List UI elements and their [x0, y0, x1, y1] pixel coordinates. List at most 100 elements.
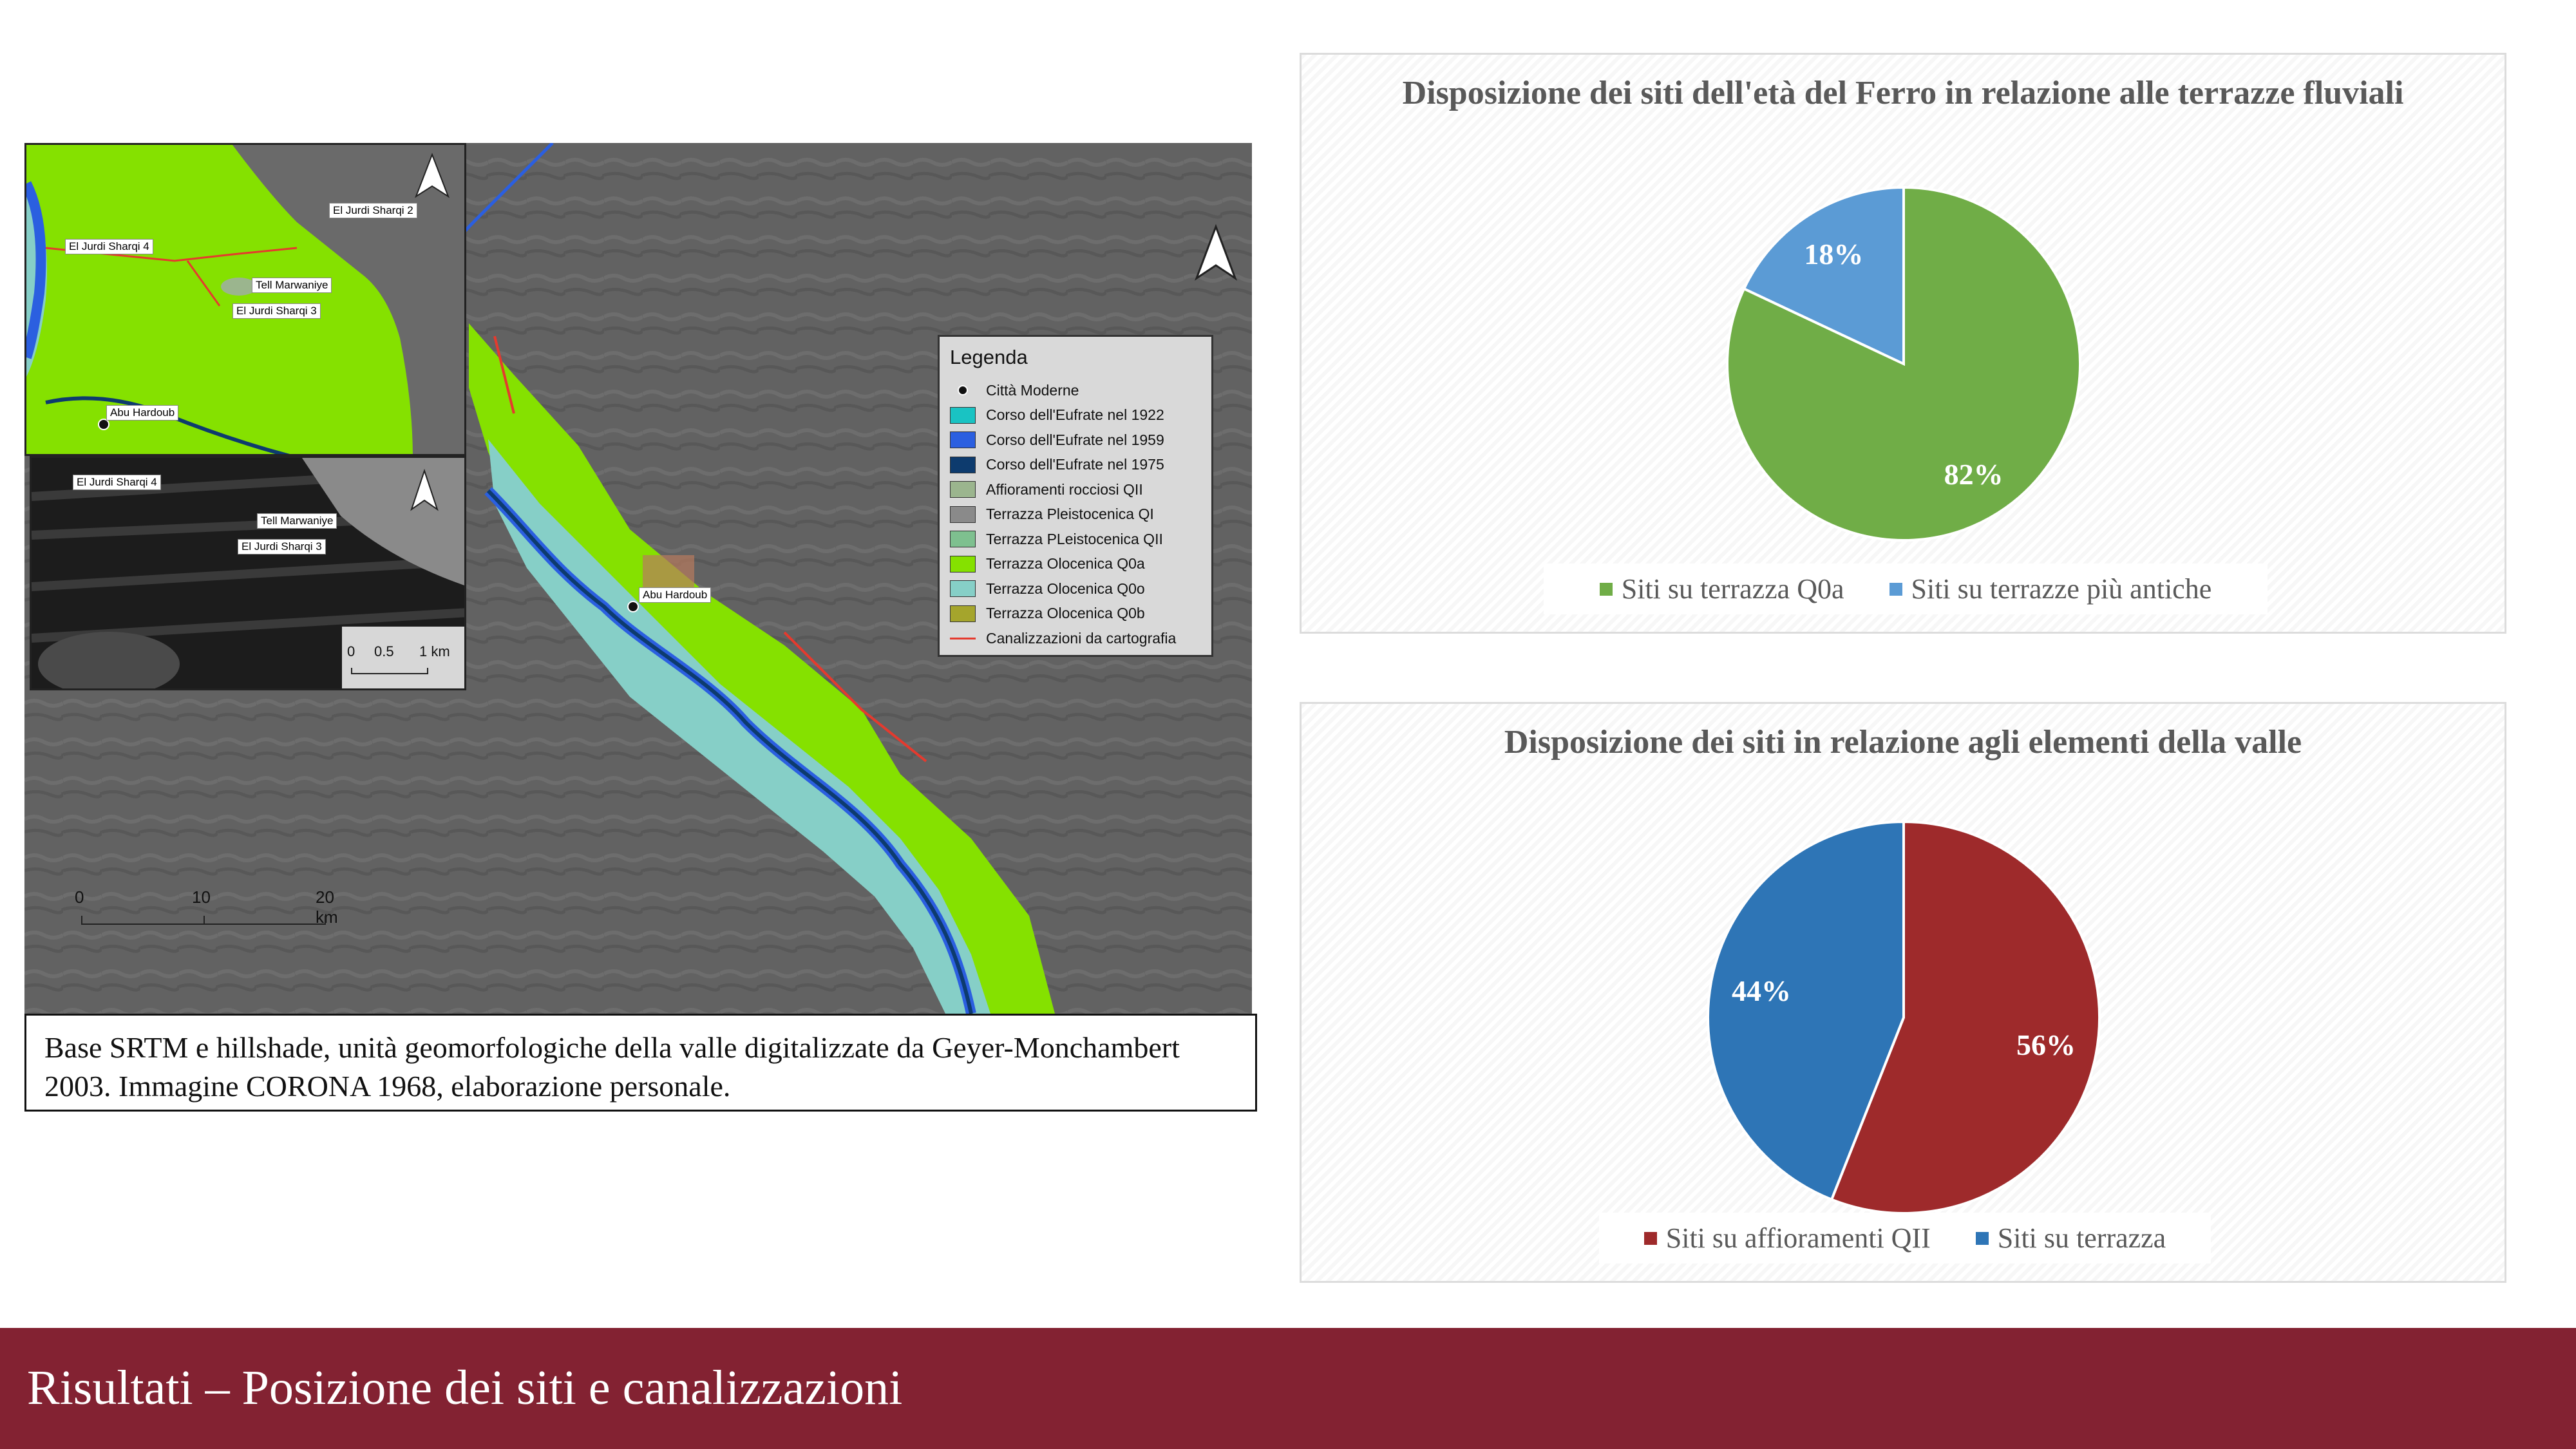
legend-swatch	[950, 555, 976, 573]
inset-site-label: Abu Hardoub	[106, 405, 179, 421]
legend-label: Corso dell'Eufrate nel 1959	[986, 431, 1164, 448]
legend-entry: Siti su terrazza Q0a	[1599, 573, 1844, 605]
slide-title: Risultati – Posizione dei siti e canaliz…	[27, 1361, 903, 1415]
pie-chart-valley: Disposizione dei siti in relazione agli …	[1300, 702, 2506, 1283]
map-panel: Abu Hardoub El Jurdi Sharqi 2 El Jurdi S…	[24, 143, 1252, 1014]
abu-hardoub-marker	[627, 601, 639, 612]
legend-item: Terrazza Olocenica Q0o	[950, 576, 1201, 601]
data-label: 82%	[1944, 458, 2003, 491]
legend-swatch	[1975, 1231, 1989, 1245]
legend-item: Corso dell'Eufrate nel 1975	[950, 453, 1201, 478]
corona-site-label: El Jurdi Sharqi 3	[238, 539, 326, 554]
pie-slice	[1830, 820, 2101, 1215]
terrace-q0a	[469, 323, 1055, 1014]
chart-legend: Siti su affioramenti QII Siti su terrazz…	[1599, 1213, 2211, 1264]
inset-outcrop	[221, 278, 257, 296]
map-scale-bar: 0 10 20 km	[49, 887, 339, 945]
scale-tick: 0	[75, 887, 84, 907]
legend-swatch	[950, 630, 976, 647]
legend-entry: Siti su affioramenti QII	[1643, 1222, 1931, 1255]
legend-label: Città Moderne	[986, 381, 1079, 399]
legend-item: Corso dell'Eufrate nel 1922	[950, 403, 1201, 428]
legend-label: Corso dell'Eufrate nel 1975	[986, 456, 1164, 473]
legend-label: Terrazza Olocenica Q0o	[986, 580, 1145, 597]
legend-swatch	[950, 431, 976, 449]
legend-swatch	[1643, 1231, 1657, 1245]
legend-swatch	[950, 406, 976, 424]
inset-site-label: El Jurdi Sharqi 4	[65, 239, 153, 254]
corona-inset: El Jurdi Sharqi 4 Tell Marwaniye El Jurd…	[30, 456, 466, 690]
corona-site-label: Tell Marwaniye	[257, 513, 337, 529]
canals	[493, 336, 927, 762]
chart-title: Disposizione dei siti in relazione agli …	[1504, 724, 2302, 761]
map-legend: Legenda Città Moderne Corso dell'Eufrate …	[938, 335, 1213, 657]
legend-label: Corso dell'Eufrate nel 1922	[986, 406, 1164, 424]
inset-scale-tick: 0	[347, 643, 355, 659]
map-site-label: Abu Hardoub	[639, 587, 712, 603]
legend-swatch	[1599, 582, 1613, 596]
chart-title: Disposizione dei siti dell'età del Ferro…	[1402, 75, 2404, 111]
legend-item: Terrazza Olocenica Q0b	[950, 601, 1201, 627]
legend-swatch	[1889, 582, 1902, 596]
data-label: 44%	[1732, 974, 1791, 1007]
inset-relief	[232, 145, 464, 454]
inset-river	[26, 181, 46, 359]
pie-chart-terraces: Disposizione dei siti dell'età del Ferro…	[1300, 53, 2506, 634]
legend-item: Terrazza Pleistocenica QI	[950, 502, 1201, 527]
legend-label: Siti su terrazze più antiche	[1911, 573, 2212, 605]
legend-item: Corso dell'Eufrate nel 1959	[950, 428, 1201, 453]
pie-slice	[1707, 820, 1905, 1202]
map-caption: Base SRTM e hillshade, unità geomorfolog…	[24, 1014, 1257, 1112]
legend-item: Terrazza Olocenica Q0a	[950, 552, 1201, 577]
data-label: 56%	[2016, 1028, 2076, 1061]
inset-site-label: El Jurdi Sharqi 2	[329, 203, 417, 218]
inset-town-marker	[98, 419, 109, 430]
inset-site-label: El Jurdi Sharqi 3	[232, 303, 321, 319]
terrace-q0o	[488, 439, 990, 1014]
north-arrow	[1194, 223, 1238, 281]
legend-swatch	[950, 580, 976, 598]
inset-site-label: Tell Marwaniye	[252, 278, 332, 293]
legend-item: Affioramenti rocciosi QII	[950, 477, 1201, 502]
legend-label: Siti su terrazza Q0a	[1621, 573, 1844, 605]
inset-canals	[45, 247, 298, 307]
footer-bar	[0, 1328, 2576, 1449]
data-label: 18%	[1804, 238, 1863, 270]
legend-label: Terrazza Pleistocenica QI	[986, 506, 1154, 523]
legend-item: Città Moderne	[950, 378, 1201, 403]
legend-swatch	[950, 605, 976, 622]
geology-inset-graphic	[26, 145, 464, 454]
legend-label: Terrazza Olocenica Q0a	[986, 555, 1145, 573]
legend-label: Affioramenti rocciosi QII	[986, 480, 1143, 498]
legend-item: Canalizzazioni da cartografia	[950, 626, 1201, 651]
legend-swatch	[950, 382, 976, 399]
inset-scale-tick: 0.5	[374, 643, 394, 659]
legend-swatch	[950, 481, 976, 498]
abu-hardoub-area	[643, 555, 694, 594]
pie-plot: 82% 18%	[1726, 185, 2081, 542]
legend-item: Terrazza PLeistocenica QII	[950, 527, 1201, 552]
legend-swatch	[950, 506, 976, 523]
legend-entry: Siti su terrazze più antiche	[1889, 573, 2212, 605]
inset-scale-tick: 1 km	[419, 643, 450, 659]
pie-slice	[1742, 185, 1905, 366]
legend-label: Canalizzazioni da cartografia	[986, 629, 1177, 647]
legend-swatch	[950, 531, 976, 548]
corona-north-arrow	[410, 468, 439, 511]
chart-legend: Siti su terrazza Q0a Siti su terrazze pi…	[1544, 564, 2268, 614]
geology-inset: El Jurdi Sharqi 2 El Jurdi Sharqi 4 Tell…	[24, 143, 466, 456]
legend-items: Città Moderne Corso dell'Eufrate nel 1922…	[950, 378, 1201, 651]
inset-north-arrow	[414, 153, 450, 198]
legend-label: Siti su affioramenti QII	[1665, 1222, 1931, 1254]
legend-label: Terrazza PLeistocenica QII	[986, 530, 1163, 547]
legend-entry: Siti su terrazza	[1975, 1222, 2166, 1255]
legend-title: Legenda	[950, 346, 1028, 368]
legend-label: Terrazza Olocenica Q0b	[986, 605, 1145, 622]
inset-scale-bar: 0 0.5 1 km	[342, 627, 464, 688]
scale-tick: 10	[192, 887, 211, 907]
euphrates-1975	[486, 489, 973, 1014]
corona-site-label: El Jurdi Sharqi 4	[73, 475, 161, 490]
legend-label: Siti su terrazza	[1997, 1222, 2166, 1254]
pie-plot: 56% 44%	[1707, 820, 2101, 1215]
legend-swatch	[950, 456, 976, 473]
